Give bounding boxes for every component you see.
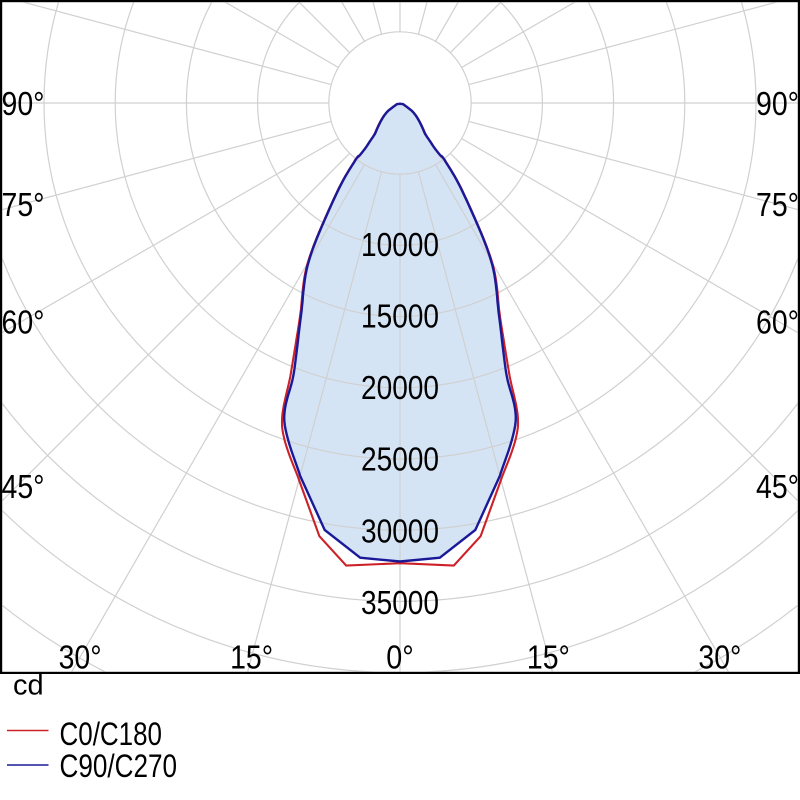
svg-text:45°: 45° [756, 468, 799, 505]
svg-text:cd: cd [13, 669, 44, 701]
svg-text:35000: 35000 [361, 584, 439, 621]
svg-text:0°: 0° [386, 639, 414, 676]
svg-text:15°: 15° [527, 639, 570, 676]
svg-text:20000: 20000 [361, 369, 439, 406]
svg-text:30000: 30000 [361, 512, 439, 549]
svg-text:75°: 75° [756, 186, 799, 223]
svg-text:90°: 90° [2, 85, 45, 122]
svg-text:60°: 60° [2, 304, 45, 341]
svg-text:25000: 25000 [361, 441, 439, 478]
svg-text:45°: 45° [2, 468, 45, 505]
svg-text:60°: 60° [756, 304, 799, 341]
svg-text:30°: 30° [59, 639, 102, 676]
svg-text:15000: 15000 [361, 298, 439, 335]
svg-text:10000: 10000 [361, 226, 439, 263]
svg-text:15°: 15° [230, 639, 273, 676]
svg-text:C0/C180: C0/C180 [60, 716, 163, 752]
svg-text:30°: 30° [698, 639, 741, 676]
svg-text:90°: 90° [756, 85, 799, 122]
svg-text:C90/C270: C90/C270 [60, 748, 178, 784]
svg-text:75°: 75° [2, 186, 45, 223]
